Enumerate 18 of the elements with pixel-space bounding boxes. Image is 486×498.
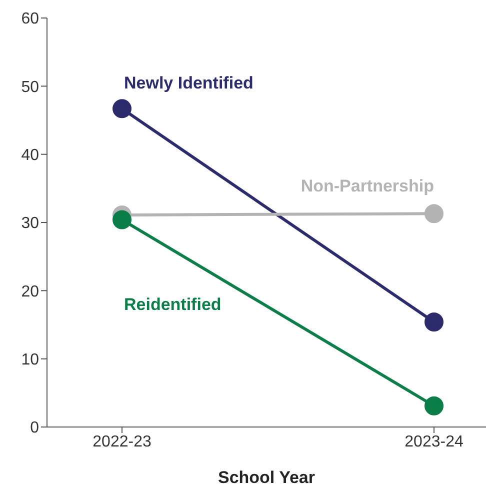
series-label: Newly Identified [124, 74, 254, 93]
point [424, 396, 444, 416]
point [424, 312, 444, 332]
point [112, 99, 132, 118]
y-tick-label: 0 [30, 420, 40, 437]
y-tick-label: 10 [21, 352, 40, 369]
y-tick-label: 40 [21, 147, 40, 164]
x-axis-title: School Year [218, 468, 316, 487]
y-tick-label: 60 [21, 10, 40, 28]
series-label: Non-Partnership [300, 176, 434, 196]
series-label: Reidentified [124, 294, 222, 314]
y-tick-label: 50 [21, 78, 40, 96]
y-tick-label: 30 [21, 215, 40, 232]
x-tick-label: 2023-24 [404, 433, 464, 450]
point [112, 210, 132, 230]
y-tick-label: 20 [21, 283, 40, 300]
x-tick-label: 2022-23 [92, 433, 152, 450]
point [424, 204, 444, 224]
